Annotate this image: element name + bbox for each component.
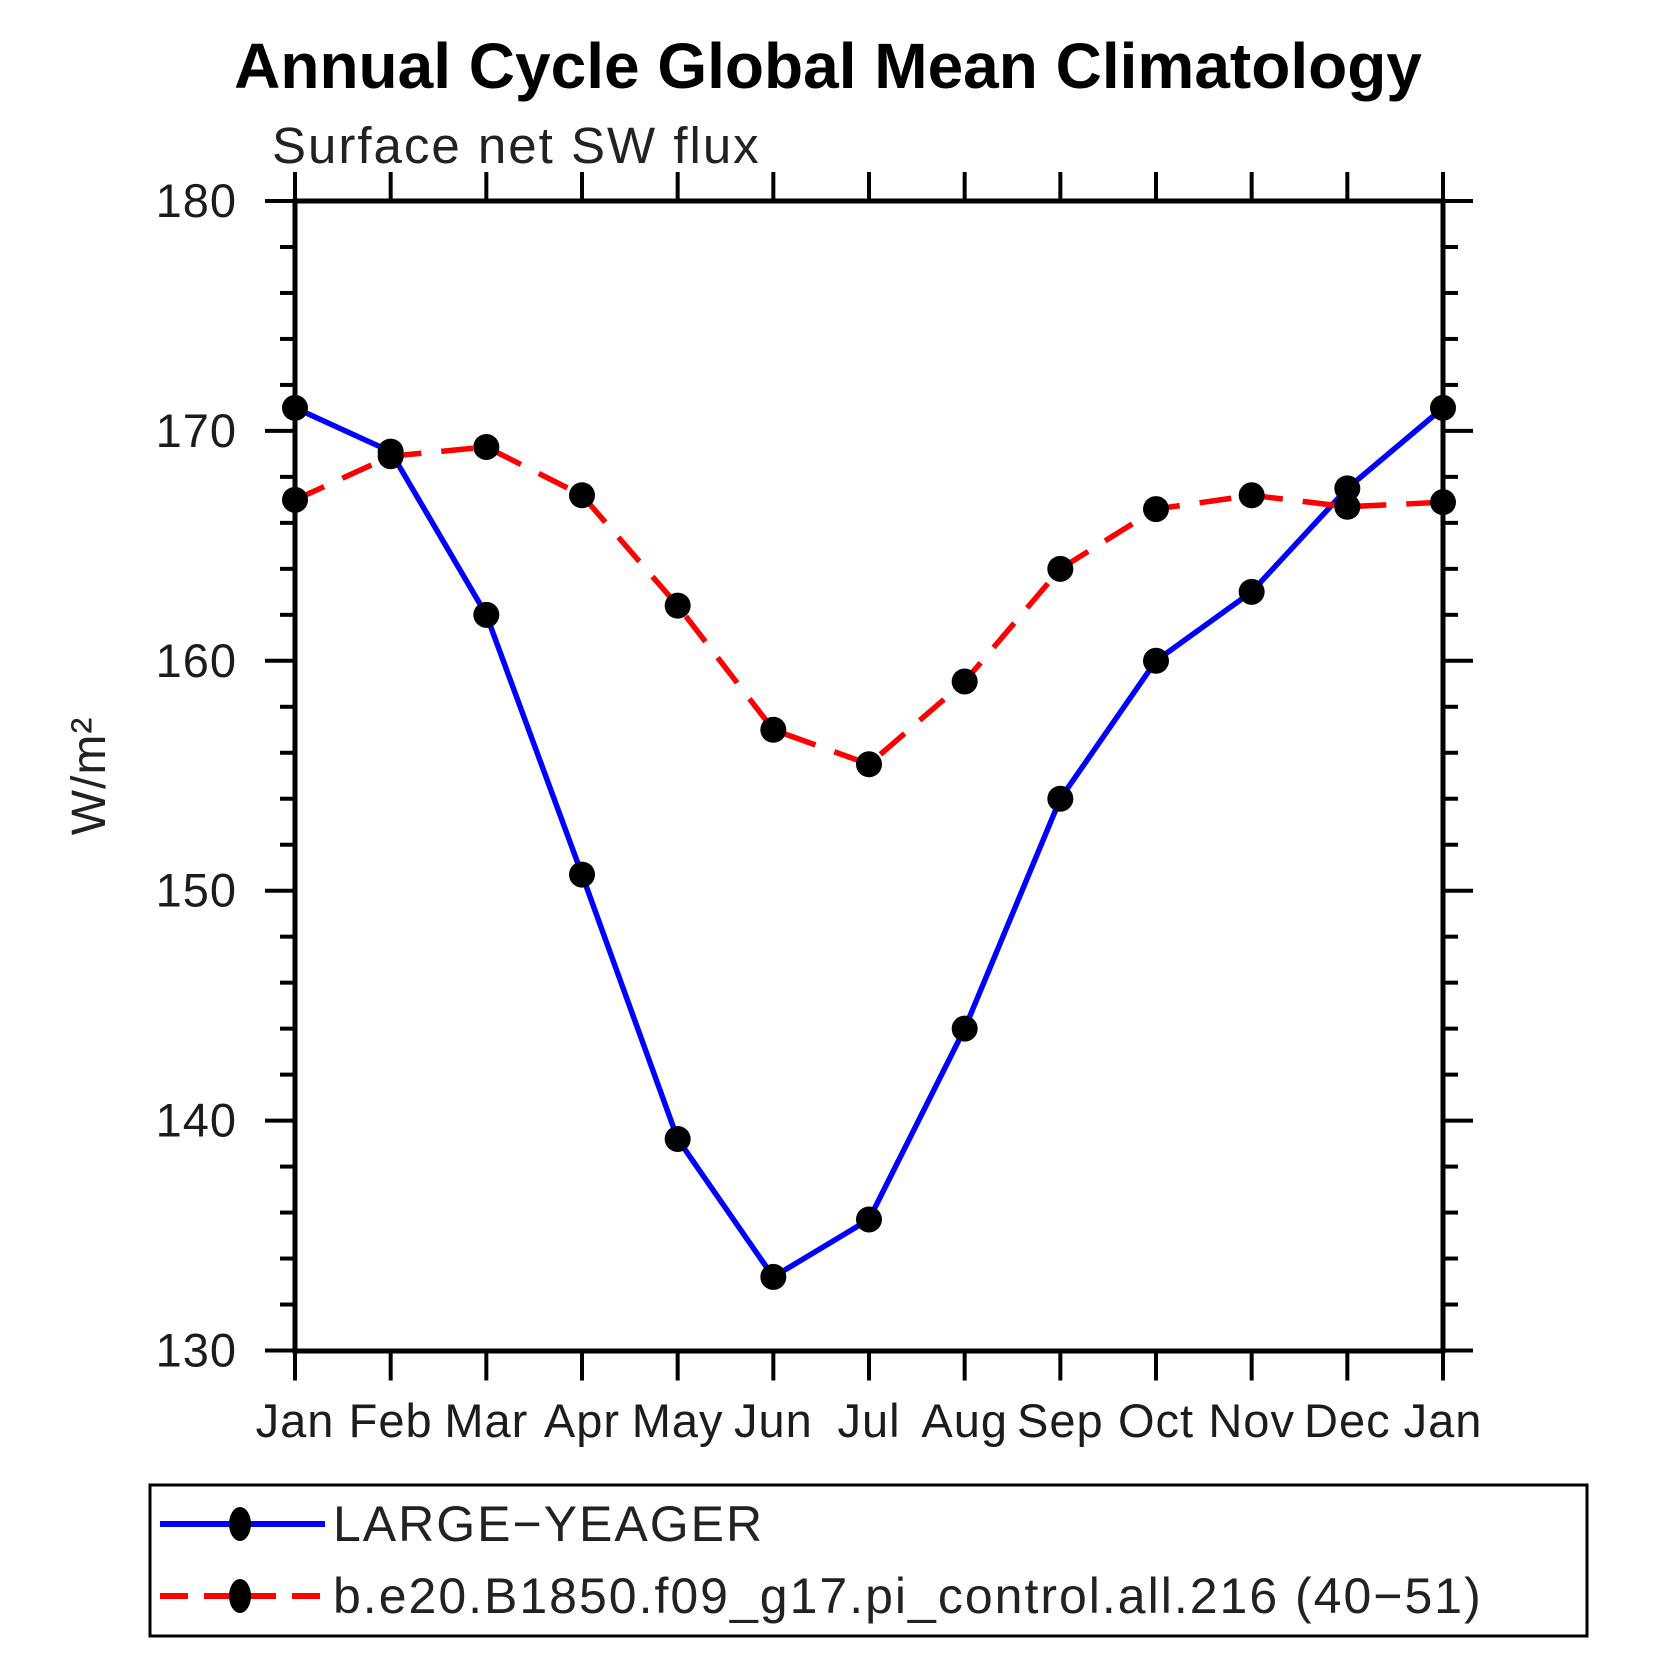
x-tick-label: Jan xyxy=(1404,1394,1483,1447)
data-point-marker xyxy=(1238,578,1265,605)
series-line xyxy=(293,444,1444,768)
data-point-marker xyxy=(1238,482,1265,509)
x-tick-label: Mar xyxy=(444,1394,528,1447)
data-point-marker xyxy=(473,433,500,460)
y-tick-label: 140 xyxy=(156,1094,237,1147)
chart-title: Annual Cycle Global Mean Climatology xyxy=(234,30,1422,102)
data-point-marker xyxy=(1143,496,1169,523)
data-point-marker xyxy=(1334,475,1361,502)
x-tick-label: Jan xyxy=(256,1394,335,1447)
y-tick-label: 150 xyxy=(156,864,237,917)
x-tick-label: Feb xyxy=(349,1394,433,1447)
y-tick-label: 160 xyxy=(156,634,237,687)
x-tick-label: Jun xyxy=(734,1394,813,1447)
legend-label-model-run: b.e20.B1850.f09_g17.pi_control.all.216 (… xyxy=(333,1568,1483,1624)
y-tick-labels: 130 140 150 160 170 180 xyxy=(156,174,237,1377)
x-tick-label: May xyxy=(632,1394,724,1447)
legend-marker-dot xyxy=(229,1579,251,1613)
data-point-marker xyxy=(569,861,595,888)
data-point-marker xyxy=(1334,493,1361,520)
y-axis-label: W/m² xyxy=(63,717,116,836)
x-tick-label: Aug xyxy=(921,1394,1008,1447)
data-point-marker xyxy=(760,716,787,743)
data-point-marker xyxy=(1047,555,1074,582)
data-point-marker xyxy=(664,592,691,619)
x-tick-label: Apr xyxy=(544,1394,620,1447)
x-tick-label: Sep xyxy=(1017,1394,1104,1447)
data-point-marker xyxy=(856,751,882,778)
data-point-marker xyxy=(951,668,978,695)
data-point-marker xyxy=(664,1125,691,1152)
data-point-marker xyxy=(1047,785,1074,812)
y-tick-label: 170 xyxy=(156,404,237,457)
data-point-marker xyxy=(1143,647,1169,674)
data-point-marker xyxy=(569,482,595,509)
data-point-marker xyxy=(856,1206,882,1233)
legend-label-large-yeager: LARGE−YEAGER xyxy=(333,1496,764,1552)
y-tick-label: 180 xyxy=(156,174,237,227)
data-point-marker xyxy=(473,601,500,628)
legend-box xyxy=(148,1483,1589,1638)
data-series xyxy=(282,394,1456,1290)
x-tick-label: Oct xyxy=(1118,1394,1194,1447)
data-point-marker xyxy=(951,1015,978,1042)
x-tick-label: Nov xyxy=(1208,1394,1295,1447)
data-point-marker xyxy=(760,1263,787,1290)
x-tick-labels: Jan Feb Mar Apr May Jun Jul Aug Sep Oct Nov Dec Jan xyxy=(256,1394,1483,1447)
legend-marker-dot xyxy=(229,1507,251,1541)
x-tick-label: Jul xyxy=(837,1394,900,1447)
y-tick-label: 130 xyxy=(156,1324,237,1377)
data-point-marker xyxy=(377,443,404,470)
series-line xyxy=(293,405,1445,1281)
legend: LARGE−YEAGER b.e20.B1850.f09_g17.pi_cont… xyxy=(148,1483,1589,1638)
plot-frame xyxy=(292,198,1446,1354)
x-tick-label: Dec xyxy=(1304,1394,1391,1447)
chart-subtitle: Surface net SW flux xyxy=(272,117,761,174)
